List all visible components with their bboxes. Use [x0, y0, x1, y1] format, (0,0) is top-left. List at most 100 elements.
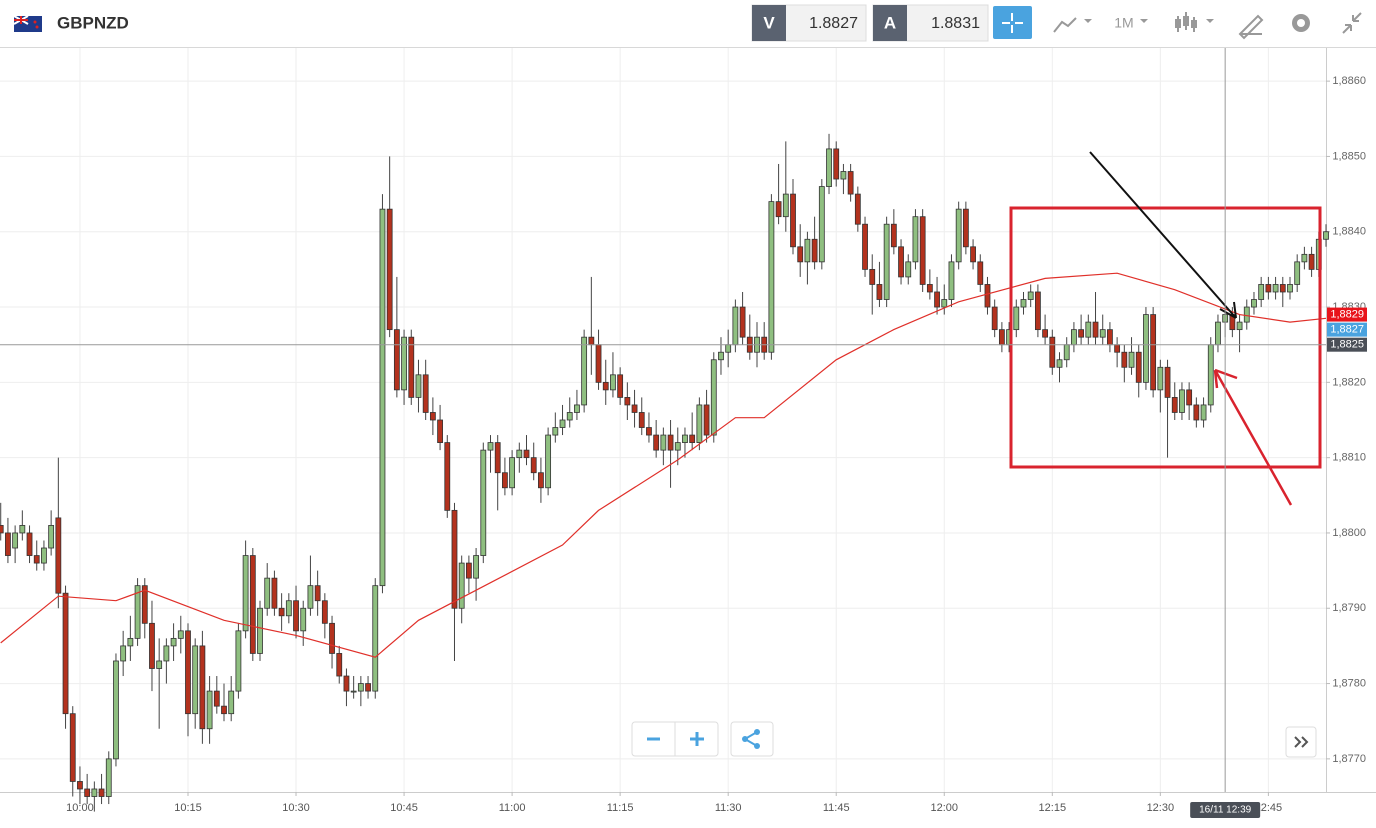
candle-body	[1301, 253, 1308, 263]
candle-body	[465, 562, 472, 579]
zoom-in-button[interactable]	[690, 732, 704, 746]
candle-body	[984, 284, 991, 308]
candle-body	[1099, 329, 1106, 338]
candle-body	[1207, 344, 1214, 406]
candle-body	[235, 630, 242, 692]
candle-body	[5, 532, 11, 556]
candle-body	[919, 216, 926, 285]
ask-price: 1.8831	[931, 15, 980, 32]
chart-style-button[interactable]	[1053, 17, 1092, 33]
candle-type-button[interactable]	[1175, 12, 1214, 32]
timeframe-button[interactable]: 1M	[1114, 15, 1148, 31]
candle-body	[429, 412, 436, 421]
candle-body	[494, 442, 501, 474]
share-box[interactable]	[730, 721, 774, 757]
candle-body	[415, 374, 422, 398]
candle-body	[408, 336, 415, 398]
candle-body	[0, 525, 4, 534]
candle-body	[134, 585, 141, 639]
candle-body	[710, 359, 717, 436]
candle-body	[934, 291, 940, 308]
candle-body	[876, 284, 883, 300]
candle-body	[516, 449, 523, 459]
candle-body	[1114, 344, 1121, 353]
candle-body	[206, 690, 213, 730]
candle-body	[818, 186, 825, 263]
candle-body	[41, 547, 47, 564]
bid-price: 1.8827	[809, 15, 858, 32]
candle-body	[307, 585, 314, 609]
candle-body	[379, 208, 386, 587]
candle-body	[242, 555, 249, 632]
price-tag-label: 1,8829	[1330, 308, 1364, 320]
candle-body	[33, 555, 40, 564]
candle-body	[998, 329, 1005, 346]
candle-body	[1135, 351, 1142, 383]
candle-body	[444, 442, 451, 511]
candle-body	[862, 223, 868, 270]
candle-body	[393, 329, 400, 391]
crosshair-button[interactable]	[993, 6, 1032, 39]
candle-body	[1063, 344, 1070, 361]
candle-body	[1013, 306, 1020, 331]
candle-body	[257, 607, 263, 654]
y-tick-label: 1,8840	[1332, 226, 1366, 238]
candle-body	[977, 261, 984, 285]
candle-body	[113, 660, 119, 760]
x-tick-label: 12:00	[930, 802, 958, 814]
crosshair-price-label: 1,8825	[1330, 339, 1364, 351]
candle-body	[163, 645, 170, 662]
candle-body	[192, 645, 199, 715]
y-tick-label: 1,8820	[1332, 376, 1366, 388]
candle-body	[357, 683, 364, 692]
candle-body	[350, 690, 357, 693]
y-tick-label: 1,8850	[1332, 150, 1366, 162]
candle-body	[991, 306, 998, 331]
candle-body	[883, 223, 890, 300]
candle-body	[1294, 261, 1301, 285]
x-tick-label: 12:15	[1039, 802, 1067, 814]
candle-body	[149, 622, 155, 669]
candle-body	[221, 705, 227, 715]
annotations	[1009, 151, 1322, 506]
black-arrow	[1089, 151, 1237, 319]
candle-body	[1323, 231, 1329, 240]
candle-body	[372, 585, 379, 692]
bid-label: V	[763, 13, 775, 32]
candle-body	[278, 607, 285, 617]
candle-body	[271, 577, 278, 609]
candle-body	[545, 434, 552, 489]
x-tick-label: 11:45	[823, 802, 850, 814]
collapse-button[interactable]	[1342, 12, 1362, 34]
candle-body	[797, 246, 804, 263]
candle-body	[581, 336, 588, 406]
bid-label-box	[752, 5, 786, 41]
candle-body	[1193, 404, 1200, 421]
candle-body	[768, 201, 775, 353]
draw-tool-button[interactable]	[1238, 14, 1264, 40]
candle-body	[1279, 284, 1286, 293]
candle-body	[955, 208, 962, 263]
candle-body	[674, 442, 681, 451]
crosshair-time-tag	[1190, 802, 1261, 818]
candle-body	[300, 607, 307, 632]
candle-body	[1121, 351, 1128, 368]
timeframe: 1M	[1114, 15, 1133, 31]
zoom-controls	[631, 721, 1317, 758]
candle-body	[1107, 329, 1113, 346]
x-tick-label: 11:30	[715, 802, 742, 814]
grid: 1,8770 1,8780 1,8790 1,8800 1,8810 1,8820 1,88…	[0, 48, 1366, 814]
candle-body	[120, 645, 127, 662]
candle-body	[62, 592, 69, 715]
candle-body	[1287, 284, 1293, 293]
candle-body	[646, 427, 652, 436]
candle-body	[538, 472, 544, 489]
candle-body	[249, 555, 256, 654]
candle-body	[1308, 253, 1315, 270]
candle-body	[19, 525, 26, 534]
candle-body	[422, 374, 429, 413]
settings-button[interactable]	[1292, 14, 1310, 32]
candle-body	[55, 517, 62, 594]
plot	[0, 133, 1329, 812]
flag-icon	[13, 15, 42, 32]
